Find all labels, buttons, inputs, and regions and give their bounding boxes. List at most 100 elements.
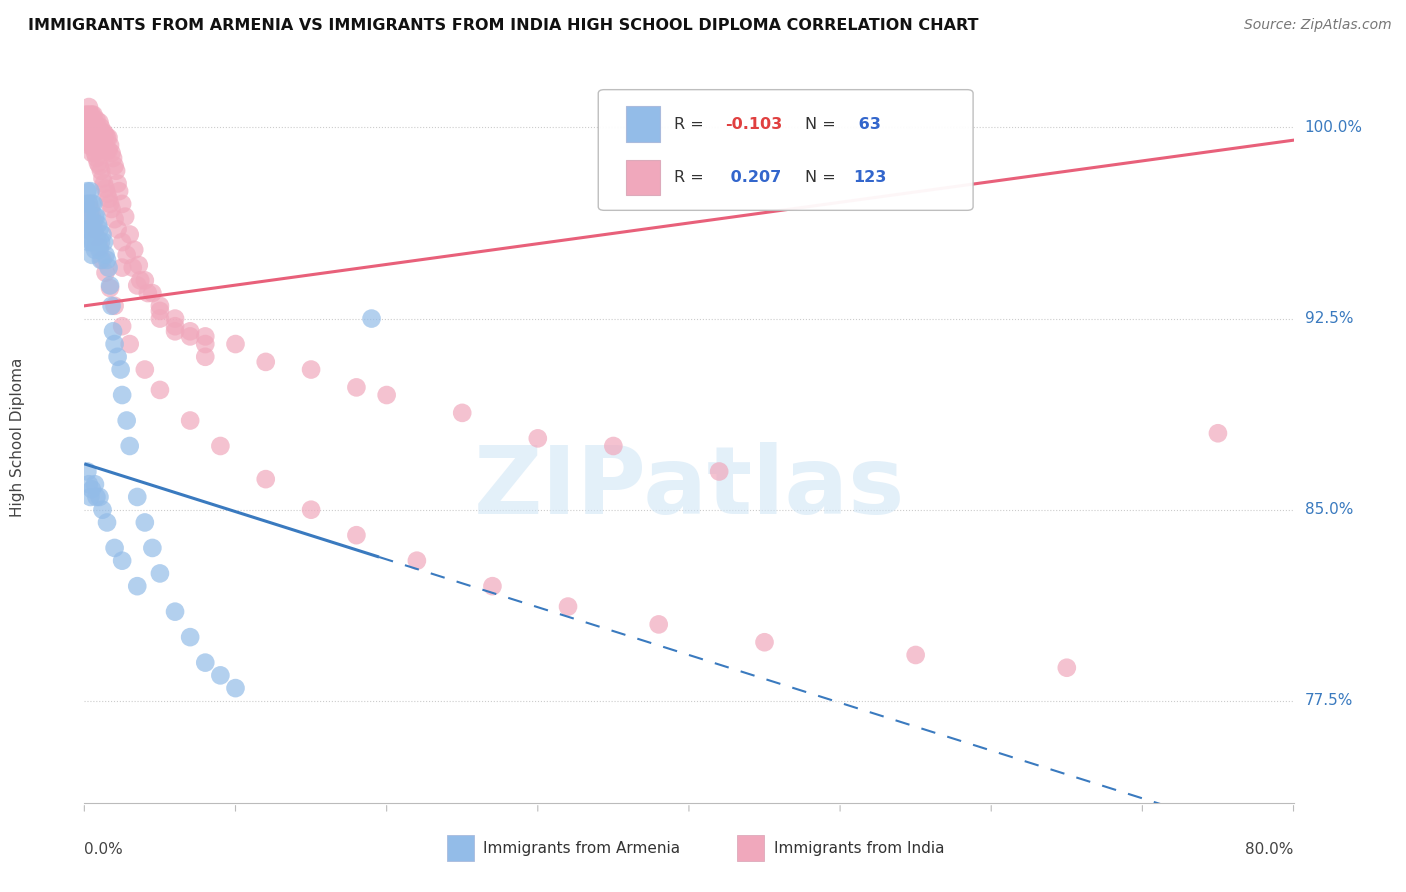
Point — [97, 130, 120, 145]
Point — [96, 516, 118, 530]
Point — [111, 554, 134, 568]
Point — [77, 100, 100, 114]
Point — [111, 260, 134, 275]
Text: 63: 63 — [853, 117, 882, 131]
Text: -0.103: -0.103 — [725, 117, 783, 131]
Point — [100, 299, 122, 313]
Point — [89, 222, 111, 236]
Bar — [626, 160, 659, 195]
Point — [165, 311, 187, 326]
Point — [104, 159, 127, 173]
Point — [89, 115, 111, 129]
Point — [94, 248, 117, 262]
Point — [904, 648, 927, 662]
Point — [75, 120, 97, 135]
Point — [84, 477, 107, 491]
Point — [91, 227, 114, 242]
Point — [107, 177, 129, 191]
Point — [75, 126, 97, 140]
Text: Immigrants from India: Immigrants from India — [773, 840, 943, 855]
Point — [98, 138, 121, 153]
Point — [79, 120, 101, 135]
Point — [82, 108, 104, 122]
Point — [115, 413, 138, 427]
Point — [98, 197, 121, 211]
Point — [129, 273, 152, 287]
Point — [134, 516, 156, 530]
Point — [209, 439, 232, 453]
Point — [77, 222, 100, 236]
Text: IMMIGRANTS FROM ARMENIA VS IMMIGRANTS FROM INDIA HIGH SCHOOL DIPLOMA CORRELATION: IMMIGRANTS FROM ARMENIA VS IMMIGRANTS FR… — [28, 18, 979, 33]
Point — [91, 171, 114, 186]
Point — [91, 126, 114, 140]
Point — [254, 355, 277, 369]
Point — [89, 490, 111, 504]
Text: R =: R = — [675, 169, 709, 185]
Point — [299, 362, 322, 376]
Point — [84, 243, 107, 257]
Point — [84, 227, 107, 242]
Point — [100, 145, 122, 160]
Point — [91, 502, 114, 516]
Point — [101, 151, 124, 165]
Point — [346, 380, 368, 394]
Point — [118, 227, 141, 242]
Point — [80, 138, 103, 153]
Point — [194, 656, 217, 670]
Point — [118, 337, 141, 351]
Text: 0.207: 0.207 — [725, 169, 782, 185]
Point — [194, 337, 217, 351]
Point — [90, 133, 112, 147]
Text: 85.0%: 85.0% — [1305, 502, 1353, 517]
Text: R =: R = — [675, 117, 709, 131]
Point — [141, 541, 163, 555]
Point — [94, 181, 117, 195]
Point — [96, 186, 118, 201]
Point — [93, 177, 115, 191]
Point — [104, 541, 127, 555]
Point — [149, 299, 172, 313]
Point — [79, 184, 101, 198]
Point — [111, 235, 134, 249]
Point — [84, 210, 107, 224]
Point — [79, 210, 101, 224]
Point — [86, 126, 108, 140]
Point — [87, 235, 110, 249]
Point — [149, 304, 172, 318]
Point — [77, 115, 100, 129]
Text: Immigrants from Armenia: Immigrants from Armenia — [484, 840, 681, 855]
Point — [209, 668, 232, 682]
Point — [90, 163, 112, 178]
Point — [108, 184, 131, 198]
FancyBboxPatch shape — [599, 90, 973, 211]
Point — [90, 120, 112, 135]
Point — [179, 413, 201, 427]
Point — [80, 222, 103, 236]
Point — [80, 145, 103, 160]
Point — [97, 144, 120, 158]
Point — [76, 128, 98, 142]
Point — [127, 579, 149, 593]
Point — [89, 159, 111, 173]
Point — [80, 120, 103, 135]
Point — [165, 319, 187, 334]
Point — [84, 128, 107, 142]
Point — [111, 197, 134, 211]
Point — [179, 630, 201, 644]
Point — [86, 151, 108, 165]
Text: 77.5%: 77.5% — [1305, 693, 1353, 708]
Point — [93, 126, 115, 140]
Point — [114, 210, 136, 224]
Point — [76, 120, 98, 135]
Point — [76, 184, 98, 198]
Point — [77, 138, 100, 153]
Point — [77, 197, 100, 211]
Point — [86, 210, 108, 224]
Point — [82, 222, 104, 236]
Point — [75, 222, 97, 236]
Point — [76, 465, 98, 479]
Point — [79, 202, 101, 216]
Point — [77, 126, 100, 140]
Point — [127, 490, 149, 504]
Point — [406, 554, 429, 568]
